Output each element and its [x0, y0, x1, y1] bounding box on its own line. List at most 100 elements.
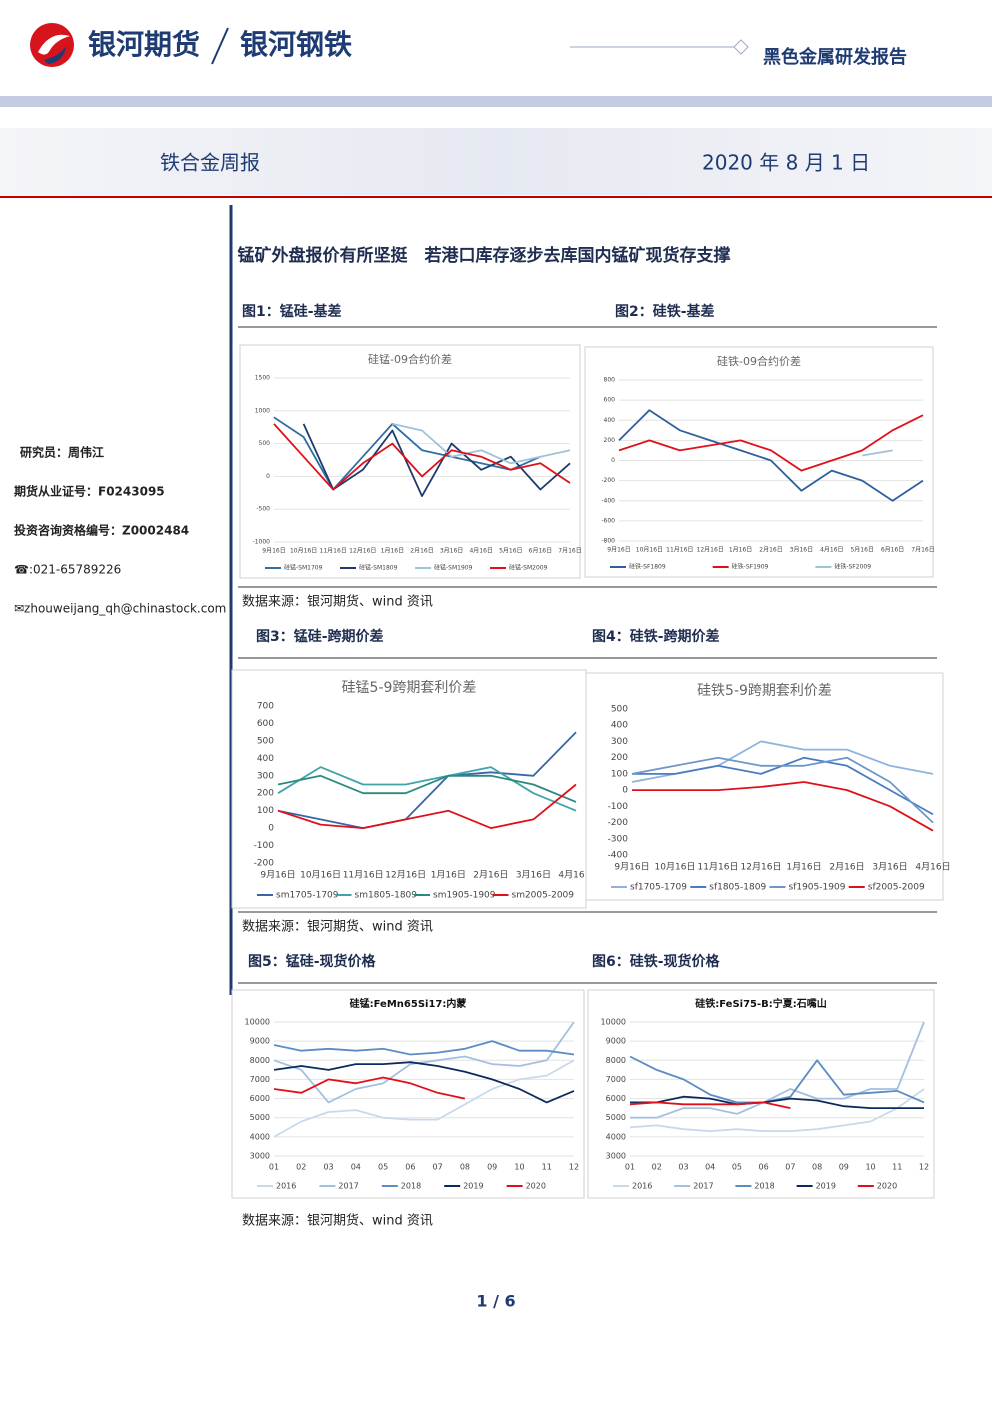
legend-label: 2017 — [338, 1182, 358, 1191]
legend-label: 2016 — [632, 1182, 652, 1191]
y-tick-label: 3000 — [250, 1152, 270, 1161]
y-tick-label: 3000 — [606, 1152, 626, 1161]
y-tick-label: 0 — [268, 824, 274, 834]
legend-label: sf1705-1709 — [630, 883, 687, 893]
slash — [211, 27, 229, 65]
series-line — [277, 783, 577, 829]
chart-frame — [239, 344, 581, 579]
y-tick-label: 600 — [604, 397, 616, 404]
sidebar-line: ☎:021-65789226 — [14, 563, 121, 577]
y-tick-label: 6000 — [606, 1094, 626, 1103]
x-tick-label: 07 — [785, 1163, 795, 1172]
y-tick-label: 8000 — [606, 1056, 626, 1065]
x-tick-label: 10月16日 — [300, 870, 341, 881]
source-note: 数据来源：银河期货、wind 资讯 — [242, 1213, 433, 1229]
legend-label: 硅锰-SM1809 — [359, 564, 398, 572]
series-line — [629, 1055, 925, 1104]
x-tick-label: 11月16日 — [666, 547, 693, 554]
y-tick-label: 5000 — [250, 1113, 270, 1122]
x-tick-label: 10月16日 — [636, 547, 663, 554]
x-tick-label: 09 — [487, 1163, 497, 1172]
sidebar-line: 期货从业证号：F0243095 — [14, 484, 165, 499]
x-tick-label: 4月16日 — [558, 870, 593, 881]
x-tick-label: 12月16日 — [697, 547, 724, 554]
legend-label: 2020 — [877, 1182, 897, 1191]
x-tick-label: 12 — [569, 1163, 579, 1172]
y-tick-label: 0 — [266, 473, 270, 480]
x-tick-label: 2月16日 — [829, 862, 864, 873]
x-tick-label: 05 — [378, 1163, 388, 1172]
logo — [30, 23, 74, 67]
legend-label: 硅铁-SF1809 — [629, 563, 666, 571]
figure-caption: 图4：硅铁-跨期价差 — [592, 628, 720, 645]
legend-label: 硅铁-SF2009 — [834, 563, 871, 571]
y-tick-label: -800 — [601, 538, 615, 545]
x-tick-label: 5月16日 — [499, 548, 522, 555]
chart-title: 硅锰:FeMn65Si17:内蒙 — [350, 997, 467, 1010]
x-tick-label: 12月16日 — [741, 862, 782, 873]
x-tick-label: 02 — [296, 1163, 306, 1172]
diamond — [733, 39, 749, 55]
x-tick-label: 11月16日 — [320, 548, 347, 555]
x-tick-label: 7月16日 — [911, 547, 934, 554]
chart: 硅铁:FeSi75-B:宁夏:石嘴山 3000 4000 5000 6000 7000 80… — [587, 989, 935, 1199]
legend-label: 2018 — [401, 1182, 421, 1191]
x-tick-label: 9月16日 — [607, 547, 630, 554]
chart: 硅铁5-9跨期套利价差 -400 -300 -200 -100 0 100 200 300 400… — [585, 672, 951, 901]
chart: 硅锰5-9跨期套利价差 -200 -100 0 100 200 300 400 500 600 70… — [231, 669, 594, 909]
report-title: 铁合金周报 — [160, 151, 260, 175]
y-tick-label: 400 — [604, 417, 616, 424]
x-tick-label: 6月16日 — [881, 547, 904, 554]
legend-label: 2019 — [463, 1182, 483, 1191]
y-tick-label: 200 — [604, 437, 616, 444]
series-line — [862, 449, 893, 457]
sidebar-line: 投资咨询资格编号：Z0002484 — [14, 523, 189, 538]
y-tick-label: 8000 — [250, 1056, 270, 1065]
x-tick-label: 1月16日 — [786, 862, 821, 873]
y-tick-label: -400 — [608, 851, 629, 861]
x-tick-label: 4月16日 — [820, 547, 843, 554]
chart-frame — [231, 989, 585, 1199]
series-line — [629, 1101, 791, 1109]
y-tick-label: 9000 — [606, 1037, 626, 1046]
series-line — [277, 731, 577, 829]
x-tick-label: 10 — [865, 1163, 875, 1172]
y-tick-label: 200 — [257, 789, 274, 799]
y-tick-label: -1000 — [253, 539, 271, 546]
x-tick-label: 06 — [405, 1163, 415, 1172]
figure-caption: 图6：硅铁-现货价格 — [592, 953, 721, 970]
top-band — [0, 96, 992, 107]
y-tick-label: 4000 — [250, 1132, 270, 1141]
x-tick-label: 01 — [269, 1163, 279, 1172]
x-tick-label: 4月16日 — [469, 548, 492, 555]
legend-label: 2020 — [526, 1182, 546, 1191]
y-tick-label: 500 — [259, 440, 271, 447]
y-tick-label: -200 — [608, 818, 629, 828]
report-date: 2020 年 8 月 1 日 — [702, 151, 870, 175]
y-tick-label: 500 — [257, 736, 274, 746]
legend-label: 硅锰-SM1709 — [284, 564, 323, 572]
legend-label: sm1905-1909 — [433, 891, 496, 901]
x-tick-label: 05 — [732, 1163, 742, 1172]
figure-caption: 图5：锰硅-现货价格 — [248, 953, 377, 970]
chart: 硅锰-09合约价差 -1000 -500 0 500 1000 1500 9月16日 10月16… — [239, 344, 582, 579]
chart-title: 硅铁-09合约价差 — [717, 354, 801, 368]
chart-title: 硅铁:FeSi75-B:宁夏:石嘴山 — [695, 997, 827, 1010]
y-tick-label: -100 — [608, 802, 629, 812]
x-tick-label: 11月16日 — [698, 862, 739, 873]
y-tick-label: 300 — [611, 737, 628, 747]
x-tick-label: 12月16日 — [385, 870, 426, 881]
y-tick-label: 700 — [257, 702, 274, 712]
headline: 锰矿外盘报价有所坚挺 若港口库存逐步去库国内锰矿现货存支撑 — [238, 245, 731, 266]
series-line — [618, 414, 924, 472]
legend-label: 硅锰-SM1909 — [434, 564, 473, 572]
chart: 硅铁-09合约价差 -800 -600 -400 -200 0 200 400 600 800 9月… — [584, 346, 935, 578]
sidebar-line: ✉zhouweijang_qh@chinastock.com — [14, 602, 226, 616]
y-tick-label: -500 — [256, 506, 270, 513]
x-tick-label: 1月16日 — [729, 547, 752, 554]
legend-label: sf1805-1809 — [709, 883, 766, 893]
chart-title: 硅锰5-9跨期套利价差 — [342, 680, 477, 696]
y-tick-label: 6000 — [250, 1094, 270, 1103]
y-tick-label: -200 — [254, 859, 275, 869]
